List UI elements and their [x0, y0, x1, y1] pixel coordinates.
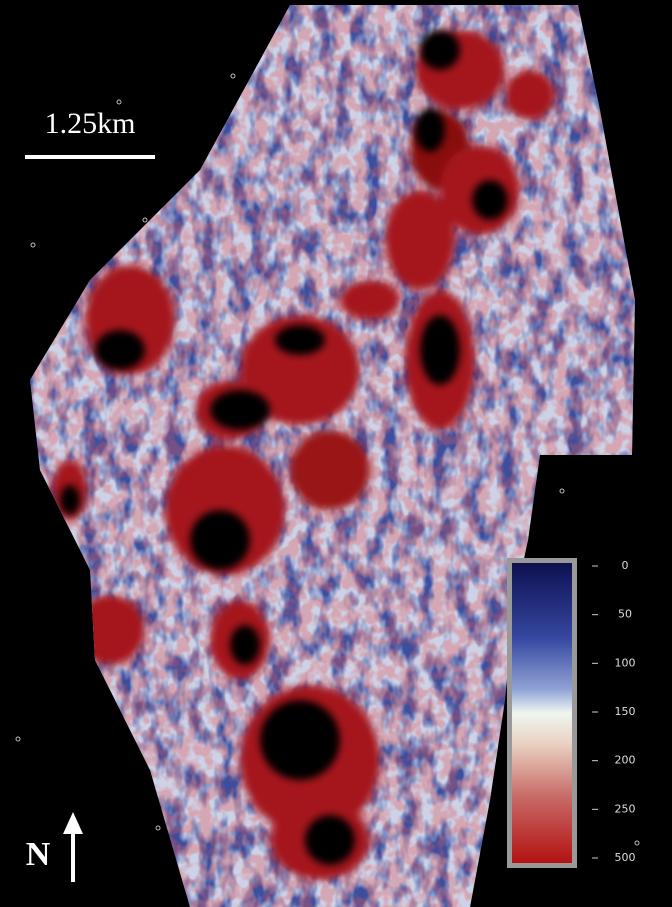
north-arrow-head — [63, 812, 83, 834]
colorbar-tick-label: 0 — [622, 559, 629, 572]
scale-bar-label: 1.25km — [45, 107, 136, 140]
colorbar-tick-label: 50 — [618, 608, 632, 621]
colorbar-tick-label: 500 — [615, 851, 636, 864]
colorbar-tick-label: 100 — [615, 656, 636, 669]
map-view: 1.25km N 0 50 100 150 200 250 500 — [0, 0, 672, 907]
colorbar-tick-label: 250 — [615, 802, 636, 815]
colorbar-tick-label: 150 — [615, 705, 636, 718]
colorbar-ticks: 0 50 100 150 200 250 500 — [592, 559, 636, 864]
north-label: N — [26, 836, 51, 873]
colorbar-tick-label: 200 — [615, 754, 636, 767]
colorbar — [512, 563, 572, 863]
